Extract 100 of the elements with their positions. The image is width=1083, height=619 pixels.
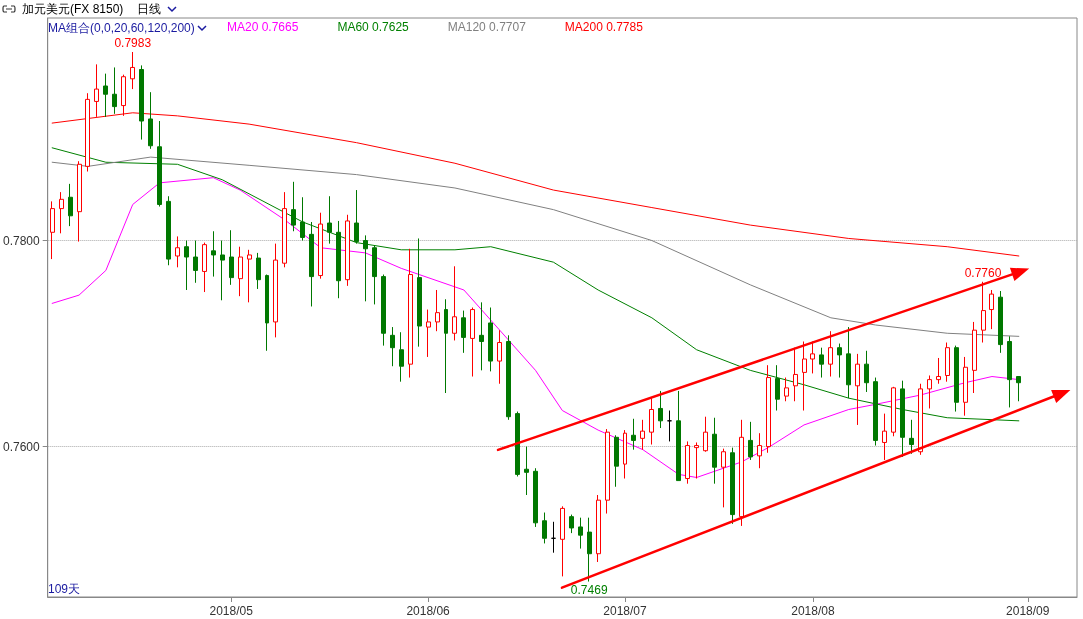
candlestick xyxy=(712,417,717,485)
candlestick xyxy=(945,342,950,383)
candlestick xyxy=(417,237,422,348)
candlestick xyxy=(649,397,654,446)
candlestick xyxy=(273,243,278,338)
chart-title: 加元美元(FX 8150) xyxy=(22,0,124,18)
text: MA20 0.7665 xyxy=(227,20,299,34)
x-tick-label: 2018/06 xyxy=(406,604,451,618)
candlestick xyxy=(605,428,610,515)
candlestick xyxy=(757,432,762,469)
candlestick xyxy=(470,307,475,378)
candlestick xyxy=(533,467,538,528)
candlestick xyxy=(193,240,198,284)
chart-subtitle: 日线 xyxy=(137,0,162,18)
candlestick xyxy=(202,242,207,293)
candlestick xyxy=(247,249,252,303)
candlestick xyxy=(631,418,636,451)
candlestick xyxy=(766,364,771,454)
candlestick xyxy=(802,341,807,412)
candlestick xyxy=(220,240,225,301)
candlestick xyxy=(784,377,789,402)
candlestick xyxy=(461,310,466,354)
candlestick xyxy=(130,51,135,90)
y-tick-label: 0.7600 xyxy=(3,439,41,454)
candlestick xyxy=(730,447,735,525)
candlestick xyxy=(229,229,234,286)
candlestick xyxy=(309,221,314,307)
candlestick xyxy=(50,200,55,260)
candlestick xyxy=(524,446,529,496)
candlestick xyxy=(77,160,82,243)
candlestick xyxy=(963,356,968,417)
annotation: 109天 xyxy=(48,582,81,596)
candlestick xyxy=(569,514,574,534)
candlestick xyxy=(318,212,323,280)
candlestick xyxy=(927,375,932,409)
candlestick xyxy=(828,330,833,378)
candlestick xyxy=(909,419,914,455)
y-tick-label: 0.7800 xyxy=(3,233,41,248)
annotation: 0.7983 xyxy=(114,36,152,50)
candlestick xyxy=(972,321,977,394)
candlestick xyxy=(265,274,269,352)
text: MA200 0.7785 xyxy=(564,20,644,34)
candlestick xyxy=(954,345,959,413)
candlestick xyxy=(846,326,851,399)
x-tick-label: 2018/05 xyxy=(209,604,254,618)
line-series xyxy=(51,156,1020,337)
candlestick xyxy=(336,220,341,299)
candlestick xyxy=(658,390,663,429)
candlestick xyxy=(148,91,153,150)
candlestick xyxy=(497,329,502,385)
candlestick xyxy=(551,521,556,554)
text: MA120 0.7707 xyxy=(447,20,527,34)
candlestick xyxy=(139,64,144,141)
annotation: MA组合(0,0,20,60,120,200) xyxy=(48,20,195,37)
candlestick xyxy=(506,334,511,421)
x-tick-label: 2018/09 xyxy=(1006,604,1050,618)
annotation: 0.7469 xyxy=(570,582,608,597)
candlestick xyxy=(748,421,753,461)
candlestick xyxy=(891,386,896,437)
candlestick xyxy=(515,411,520,477)
candlestick xyxy=(739,419,744,527)
candlestick xyxy=(372,245,377,305)
candlestick xyxy=(291,181,296,232)
annotation: 0.7760 xyxy=(964,265,1002,280)
x-tick-label: 2018/07 xyxy=(603,604,648,618)
candlestick xyxy=(166,195,171,266)
candlestick xyxy=(918,383,923,456)
candlestick xyxy=(989,289,994,330)
candlestick xyxy=(479,301,484,371)
candlestick xyxy=(721,448,726,508)
candlestick xyxy=(694,441,699,480)
candlestick xyxy=(184,240,189,291)
candlestick xyxy=(363,234,368,302)
candlestick xyxy=(810,341,815,374)
candlestick xyxy=(345,214,350,287)
candlestick xyxy=(981,281,986,344)
candlestick xyxy=(408,248,413,379)
candlestick xyxy=(936,357,941,385)
candlestick xyxy=(775,364,780,412)
candlestick xyxy=(399,331,404,383)
candlestick xyxy=(452,265,457,341)
candlestick xyxy=(327,195,332,245)
candlestick xyxy=(578,517,583,550)
candlestick xyxy=(685,440,690,485)
candlestick xyxy=(837,343,842,379)
candlestick xyxy=(793,347,798,402)
candlestick xyxy=(390,326,395,367)
candlestick xyxy=(1007,335,1012,408)
candlestick xyxy=(282,191,287,268)
x-tick-label: 2018/08 xyxy=(791,604,835,618)
candlestick xyxy=(703,416,708,453)
candlestick xyxy=(435,289,440,332)
candlestick xyxy=(882,413,887,461)
candlestick xyxy=(426,309,431,358)
candlestick xyxy=(614,434,619,488)
candlestick xyxy=(300,196,305,242)
candlestick xyxy=(596,494,601,563)
candlestick xyxy=(488,307,493,372)
candlestick xyxy=(855,353,860,426)
candlestick xyxy=(444,298,448,394)
